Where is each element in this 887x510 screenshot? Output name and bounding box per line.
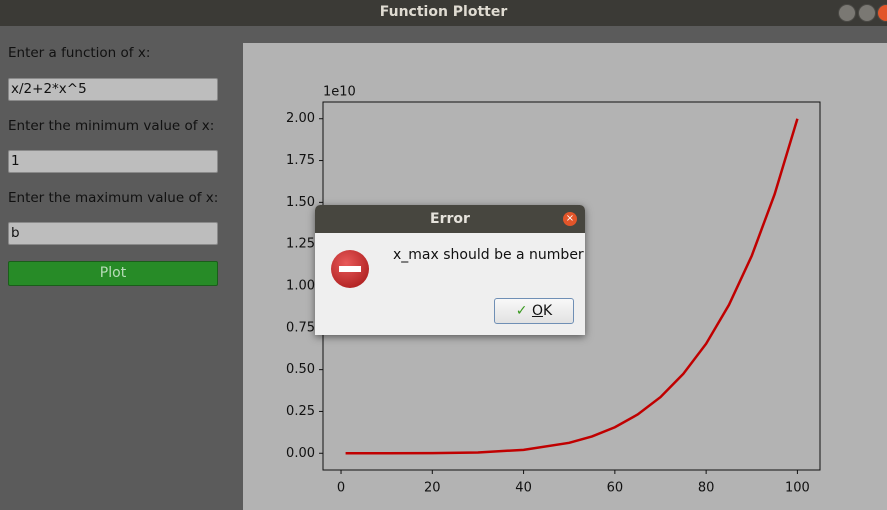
function-input[interactable]: x/2+2*x^5 bbox=[8, 78, 218, 101]
error-dialog: Error × x_max should be a number ✓ OK bbox=[315, 205, 585, 335]
max-input[interactable]: b bbox=[8, 222, 218, 245]
error-icon-bar bbox=[339, 266, 361, 272]
line bbox=[345, 118, 799, 455]
min-label: Enter the minimum value of x: bbox=[8, 118, 215, 134]
plot-button[interactable]: Plot bbox=[8, 261, 218, 286]
dialog-message: x_max should be a number bbox=[393, 247, 584, 263]
dialog-close[interactable]: × bbox=[563, 212, 577, 226]
x-tick-label: 20 bbox=[424, 481, 441, 496]
x-tick-label: 60 bbox=[607, 481, 624, 496]
y-tick-label: 0.75 bbox=[286, 320, 315, 335]
window-title: Function Plotter bbox=[0, 0, 887, 26]
ok-label: OK bbox=[531, 303, 553, 319]
error-icon bbox=[331, 250, 369, 288]
ok-button[interactable]: ✓ OK bbox=[494, 298, 574, 324]
x-tick-label: 0 bbox=[337, 481, 345, 496]
y-tick-label: 0.25 bbox=[286, 404, 315, 419]
y-tick-label: 1.25 bbox=[286, 237, 315, 252]
x-tick-label: 40 bbox=[515, 481, 532, 496]
offset-text: 1e10 bbox=[323, 85, 356, 100]
y-tick-label: 1.50 bbox=[286, 195, 315, 210]
y-tick-label: 0.50 bbox=[286, 362, 315, 377]
min-input[interactable]: 1 bbox=[8, 150, 218, 173]
x-tick-label: 80 bbox=[698, 481, 715, 496]
x-tick-label: 100 bbox=[785, 481, 810, 496]
y-tick-label: 1.00 bbox=[286, 279, 315, 294]
max-label: Enter the maximum value of x: bbox=[8, 190, 219, 206]
maximize-button[interactable] bbox=[858, 4, 876, 22]
y-tick-label: 1.75 bbox=[286, 153, 315, 168]
function-label: Enter a function of x: bbox=[8, 45, 151, 61]
dialog-title: Error bbox=[315, 205, 585, 233]
y-tick-label: 2.00 bbox=[286, 111, 315, 126]
minimize-button[interactable] bbox=[838, 4, 856, 22]
y-tick-label: 0.00 bbox=[286, 446, 315, 461]
